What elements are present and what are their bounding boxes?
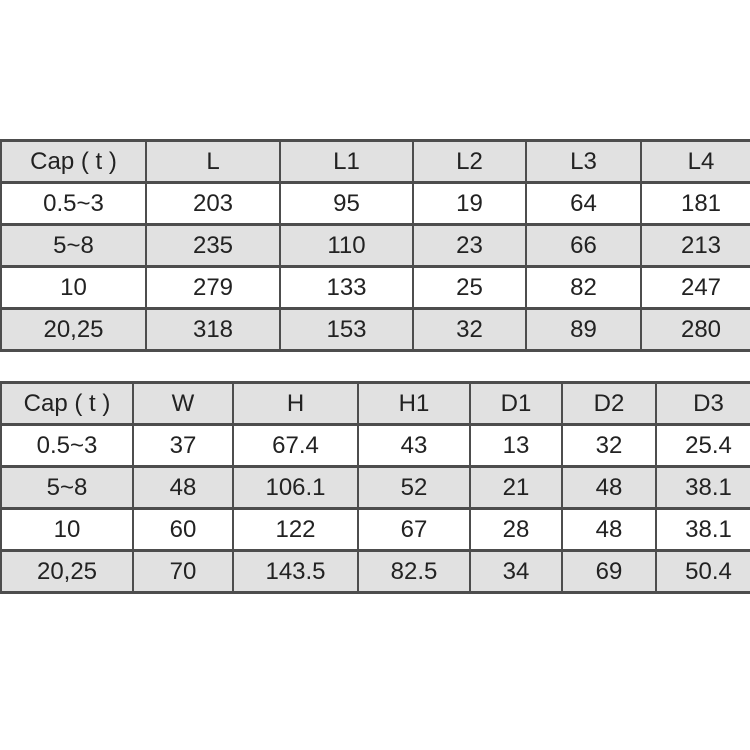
table-row: 0.5~3 203 95 19 64 181 bbox=[0, 181, 750, 226]
data-cell: 38.1 bbox=[655, 465, 750, 510]
data-cell: 43 bbox=[357, 423, 471, 468]
capacity-cell: 10 bbox=[0, 507, 134, 552]
table-row: 5~8 48 106.1 52 21 48 38.1 bbox=[0, 465, 750, 510]
data-cell: 67.4 bbox=[232, 423, 359, 468]
data-cell: 203 bbox=[145, 181, 281, 226]
data-cell: 280 bbox=[640, 307, 750, 352]
header-cell: H1 bbox=[357, 381, 471, 426]
data-cell: 32 bbox=[561, 423, 657, 468]
data-cell: 106.1 bbox=[232, 465, 359, 510]
data-cell: 48 bbox=[561, 465, 657, 510]
header-cell: L3 bbox=[525, 139, 642, 184]
data-cell: 25 bbox=[412, 265, 527, 310]
table-header-row: Cap ( t ) W H H1 D1 D2 D3 bbox=[0, 381, 750, 426]
header-cell: L2 bbox=[412, 139, 527, 184]
header-row: Cap ( t ) W H H1 D1 D2 D3 bbox=[0, 381, 750, 426]
data-cell: 318 bbox=[145, 307, 281, 352]
data-cell: 143.5 bbox=[232, 549, 359, 594]
data-cell: 95 bbox=[279, 181, 414, 226]
capacity-cell: 5~8 bbox=[0, 223, 147, 268]
capacity-cell: 10 bbox=[0, 265, 147, 310]
length-dimensions-table: Cap ( t ) L L1 L2 L3 L4 0.5~3 203 95 19 64 181 5~8 2… bbox=[0, 139, 750, 352]
data-cell: 279 bbox=[145, 265, 281, 310]
table-row: 10 60 122 67 28 48 38.1 bbox=[0, 507, 750, 552]
data-cell: 50.4 bbox=[655, 549, 750, 594]
data-cell: 34 bbox=[469, 549, 563, 594]
data-cell: 70 bbox=[132, 549, 234, 594]
data-cell: 66 bbox=[525, 223, 642, 268]
data-cell: 21 bbox=[469, 465, 563, 510]
data-cell: 181 bbox=[640, 181, 750, 226]
header-cell: L1 bbox=[279, 139, 414, 184]
header-cell: H bbox=[232, 381, 359, 426]
data-cell: 82.5 bbox=[357, 549, 471, 594]
data-cell: 67 bbox=[357, 507, 471, 552]
table-header-row: Cap ( t ) L L1 L2 L3 L4 bbox=[0, 139, 750, 184]
table-row: 0.5~3 37 67.4 43 13 32 25.4 bbox=[0, 423, 750, 468]
data-cell: 32 bbox=[412, 307, 527, 352]
data-cell: 235 bbox=[145, 223, 281, 268]
table-row: 5~8 235 110 23 66 213 bbox=[0, 223, 750, 268]
size-dimensions-table: Cap ( t ) W H H1 D1 D2 D3 0.5~3 37 67.4 43 13 32 25.… bbox=[0, 381, 750, 594]
data-cell: 48 bbox=[132, 465, 234, 510]
data-cell: 37 bbox=[132, 423, 234, 468]
data-cell: 82 bbox=[525, 265, 642, 310]
data-cell: 69 bbox=[561, 549, 657, 594]
table-row: 10 279 133 25 82 247 bbox=[0, 265, 750, 310]
capacity-cell: 0.5~3 bbox=[0, 181, 147, 226]
data-cell: 28 bbox=[469, 507, 563, 552]
capacity-cell: 20,25 bbox=[0, 307, 147, 352]
data-cell: 213 bbox=[640, 223, 750, 268]
data-cell: 60 bbox=[132, 507, 234, 552]
data-cell: 110 bbox=[279, 223, 414, 268]
header-row: Cap ( t ) L L1 L2 L3 L4 bbox=[0, 139, 750, 184]
data-cell: 89 bbox=[525, 307, 642, 352]
data-cell: 25.4 bbox=[655, 423, 750, 468]
header-cell: D2 bbox=[561, 381, 657, 426]
header-cell: Cap ( t ) bbox=[0, 139, 147, 184]
header-cell: D1 bbox=[469, 381, 563, 426]
capacity-cell: 5~8 bbox=[0, 465, 134, 510]
header-cell: W bbox=[132, 381, 234, 426]
table-row: 20,25 70 143.5 82.5 34 69 50.4 bbox=[0, 549, 750, 594]
data-cell: 153 bbox=[279, 307, 414, 352]
table-row: 20,25 318 153 32 89 280 bbox=[0, 307, 750, 352]
data-cell: 133 bbox=[279, 265, 414, 310]
table-body: 0.5~3 37 67.4 43 13 32 25.4 5~8 48 106.1 52 21 48 38.… bbox=[0, 423, 750, 594]
header-cell: Cap ( t ) bbox=[0, 381, 134, 426]
data-cell: 64 bbox=[525, 181, 642, 226]
header-cell: L bbox=[145, 139, 281, 184]
data-cell: 38.1 bbox=[655, 507, 750, 552]
data-cell: 23 bbox=[412, 223, 527, 268]
data-cell: 48 bbox=[561, 507, 657, 552]
data-cell: 13 bbox=[469, 423, 563, 468]
data-cell: 247 bbox=[640, 265, 750, 310]
table-body: 0.5~3 203 95 19 64 181 5~8 235 110 23 66 213 10 279 13… bbox=[0, 181, 750, 352]
data-cell: 19 bbox=[412, 181, 527, 226]
header-cell: D3 bbox=[655, 381, 750, 426]
data-cell: 52 bbox=[357, 465, 471, 510]
header-cell: L4 bbox=[640, 139, 750, 184]
capacity-cell: 0.5~3 bbox=[0, 423, 134, 468]
capacity-cell: 20,25 bbox=[0, 549, 134, 594]
data-cell: 122 bbox=[232, 507, 359, 552]
